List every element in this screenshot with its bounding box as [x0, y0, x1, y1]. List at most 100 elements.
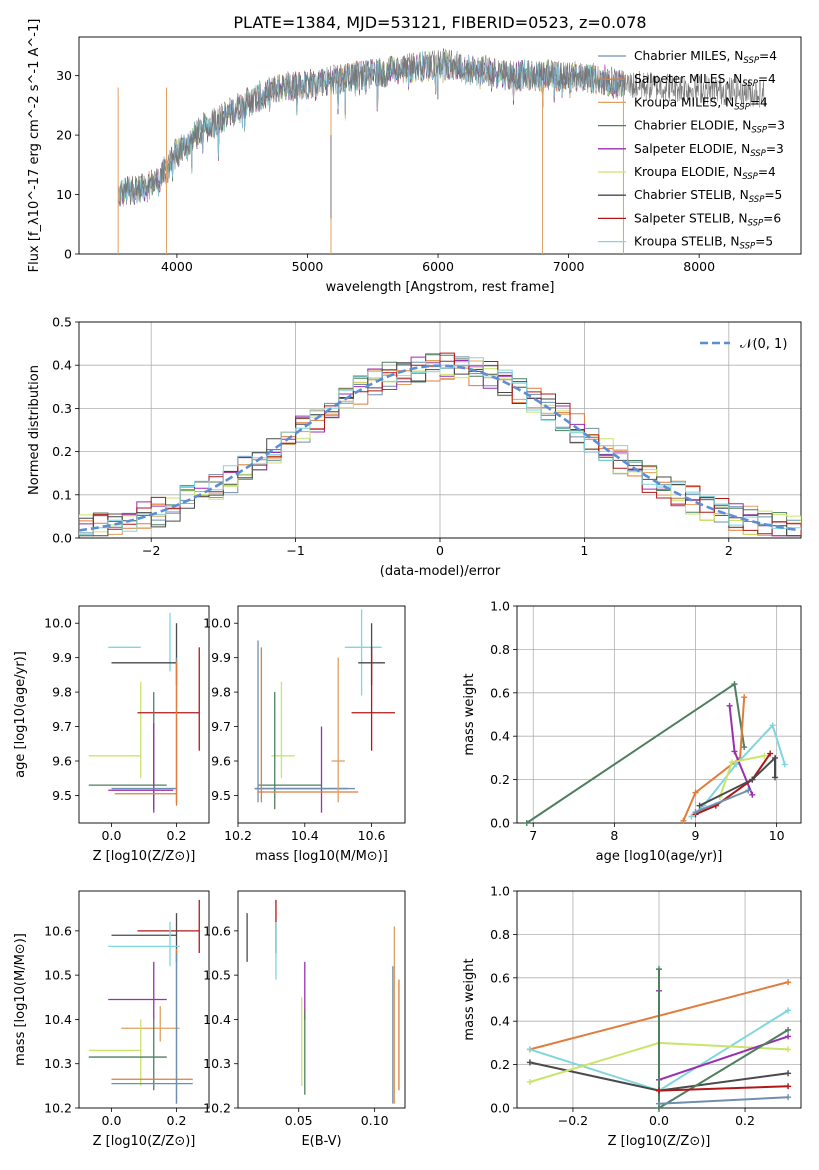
- mass_vs_Z-axes: 0.0 0.2 10.2 10.3 10.4 10.5 10.6 Z [log10(Z/Z⊙)…: [13, 890, 210, 1149]
- x-axis-label: mass [log10(M/M⊙)]: [255, 849, 388, 864]
- x-tick-label: 0.2: [167, 828, 187, 843]
- y-tick-label: 0: [64, 247, 72, 262]
- plot-frame: [78, 321, 802, 539]
- y-tick-label: 0.6: [490, 970, 510, 985]
- x-tick-label: 8: [610, 828, 618, 843]
- series-line: [695, 789, 749, 814]
- y-axis-label: Normed distribution: [27, 365, 42, 495]
- y-tick-label: 0.2: [52, 444, 72, 459]
- chart-title: PLATE=1384, MJD=53121, FIBERID=0523, z=0…: [233, 13, 646, 32]
- data-point: [772, 754, 779, 761]
- legend-count: =4: [750, 95, 768, 109]
- series-line: [699, 755, 776, 807]
- y-tick-label: 9.5: [52, 788, 72, 803]
- mass_weight_vs_Z-lines: [526, 966, 792, 1111]
- legend-subscript: SSP: [742, 172, 758, 182]
- x-tick-label: 0.05: [285, 1113, 313, 1128]
- legend-entry: Chabrier ELODIE, NSSP=3: [634, 119, 785, 136]
- y-tick-label: 10.3: [203, 1056, 231, 1071]
- spectrum-series: [118, 50, 624, 207]
- x-tick-label: 0.0: [102, 1113, 122, 1128]
- y-tick-label: 0.2: [490, 1057, 510, 1072]
- y-tick-label: 0.8: [490, 927, 510, 942]
- age_vs_mass-errorbars: [254, 609, 395, 813]
- legend-entry: Salpeter ELODIE, NSSP=3: [634, 142, 784, 159]
- y-tick-label: 10.6: [44, 923, 72, 938]
- x-tick-label: 0.0: [102, 828, 122, 843]
- y-tick-label: 1.0: [490, 599, 510, 614]
- mass_vs_ebv-errorbars: [246, 899, 400, 1104]
- data-point: [749, 791, 756, 798]
- x-axis-label: Z [log10(Z/Z⊙)]: [93, 849, 196, 864]
- x-tick-label: 0.2: [735, 1113, 755, 1128]
- y-tick-label: 0.1: [52, 487, 72, 502]
- y-tick-label: 9.9: [52, 650, 72, 665]
- y-tick-label: 0.3: [52, 401, 72, 416]
- data-point: [785, 1070, 792, 1077]
- data-point: [785, 1026, 792, 1033]
- y-tick-label: 10.0: [203, 616, 231, 631]
- x-tick-label: 10: [769, 828, 785, 843]
- data-point: [767, 750, 774, 757]
- legend-entry: Salpeter MILES, NSSP=4: [634, 72, 776, 89]
- x-tick-label: 0.0: [649, 1113, 669, 1128]
- data-point: [729, 759, 736, 766]
- x-tick-label: 7: [529, 828, 537, 843]
- x-tick-label: 6000: [422, 259, 454, 274]
- x-axis-label: E(B-V): [301, 1134, 341, 1149]
- data-point: [692, 809, 699, 816]
- y-tick-label: 9.7: [211, 719, 231, 734]
- histogram-series: [79, 357, 801, 536]
- legend-entry: Chabrier MILES, NSSP=4: [634, 49, 777, 66]
- x-tick-label: −1: [286, 543, 304, 558]
- series-line: [658, 1096, 789, 1105]
- y-tick-label: 0.0: [490, 816, 510, 831]
- data-point: [688, 813, 695, 820]
- data-point: [785, 1033, 792, 1040]
- legend-subscript: SSP: [740, 242, 756, 252]
- y-tick-label: 9.9: [211, 650, 231, 665]
- legend-count: =6: [763, 211, 781, 225]
- y-tick-label: 10.0: [44, 616, 72, 631]
- data-point: [772, 774, 779, 781]
- x-tick-label: 10.4: [291, 828, 319, 843]
- legend-count: =3: [766, 142, 784, 156]
- data-point: [785, 1094, 792, 1101]
- plot-frame: [237, 890, 406, 1109]
- spectrum-legend: Chabrier MILES, NSSP=4 Salpeter MILES, NS…: [598, 49, 785, 252]
- data-point: [526, 1078, 533, 1085]
- y-tick-label: 9.7: [52, 719, 72, 734]
- y-tick-label: 10.2: [203, 1101, 231, 1116]
- legend-count: =4: [759, 49, 777, 63]
- x-axis-label: age [log10(age/yr)]: [596, 849, 723, 864]
- data-point: [680, 817, 687, 824]
- x-tick-label: 0: [436, 543, 444, 558]
- y-axis-label: mass [log10(M/M⊙)]: [13, 933, 28, 1066]
- x-axis-label: (data-model)/error: [380, 564, 501, 579]
- y-tick-label: 20: [56, 128, 72, 143]
- y-tick-label: 9.6: [211, 754, 231, 769]
- legend-count: =4: [758, 72, 776, 86]
- y-tick-label: 10.3: [44, 1056, 72, 1071]
- y-tick-label: 10.5: [44, 968, 72, 983]
- x-tick-label: −0.2: [558, 1113, 588, 1128]
- series-line: [682, 697, 746, 822]
- age_vs_mass-axes: 10.2 10.4 10.6 9.5 9.6 9.7 9.8 9.9 10.0 mass [log…: [203, 605, 406, 864]
- legend-count: =5: [764, 188, 782, 202]
- mass_weight_vs_age-axes: 7 8 9 10 0.0 0.2 0.4 0.6 0.8 1.0 age [log10(age/yr…: [462, 599, 802, 864]
- mass_weight_vs_Z-axes: −0.2 0.0 0.2 0.0 0.2 0.4 0.6 0.8 1.0 Z [log10(Z/Z…: [462, 884, 802, 1149]
- x-tick-label: 1: [580, 543, 588, 558]
- legend-count: =4: [758, 165, 776, 179]
- y-axis-label: mass weight: [462, 673, 477, 755]
- y-tick-label: 0.6: [490, 685, 510, 700]
- x-axis-label: Z [log10(Z/Z⊙)]: [608, 1134, 711, 1149]
- legend-entry: Salpeter STELIB, NSSP=6: [634, 211, 781, 228]
- x-tick-label: 5000: [292, 259, 324, 274]
- series-line: [658, 1085, 789, 1092]
- x-tick-label: 0.10: [361, 1113, 389, 1128]
- y-tick-label: 0.5: [52, 315, 72, 330]
- plot-frame: [78, 36, 802, 255]
- data-point: [785, 1007, 792, 1014]
- series-line: [695, 753, 772, 816]
